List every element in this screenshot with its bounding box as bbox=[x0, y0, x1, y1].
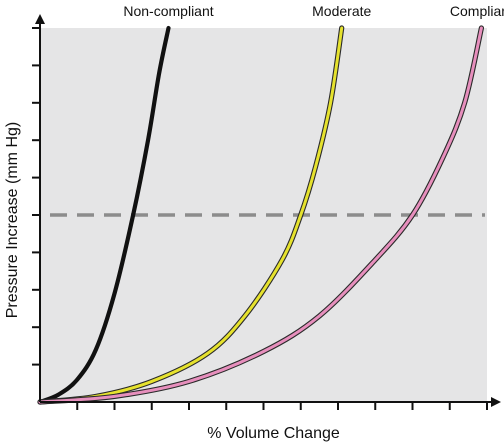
x-axis-arrow bbox=[491, 397, 501, 407]
y-axis-arrow bbox=[35, 14, 45, 24]
series-label-moderate: Moderate bbox=[312, 3, 371, 19]
x-axis-label: % Volume Change bbox=[207, 425, 340, 442]
series-label-compliant: Compliant bbox=[450, 3, 504, 19]
y-axis-label: Pressure Increase (mm Hg) bbox=[4, 122, 21, 319]
series-line-moderate bbox=[38, 26, 344, 404]
series-line-compliant bbox=[38, 26, 483, 404]
series-label-non-compliant: Non-compliant bbox=[123, 3, 213, 19]
series-line-non-compliant bbox=[37, 25, 171, 405]
